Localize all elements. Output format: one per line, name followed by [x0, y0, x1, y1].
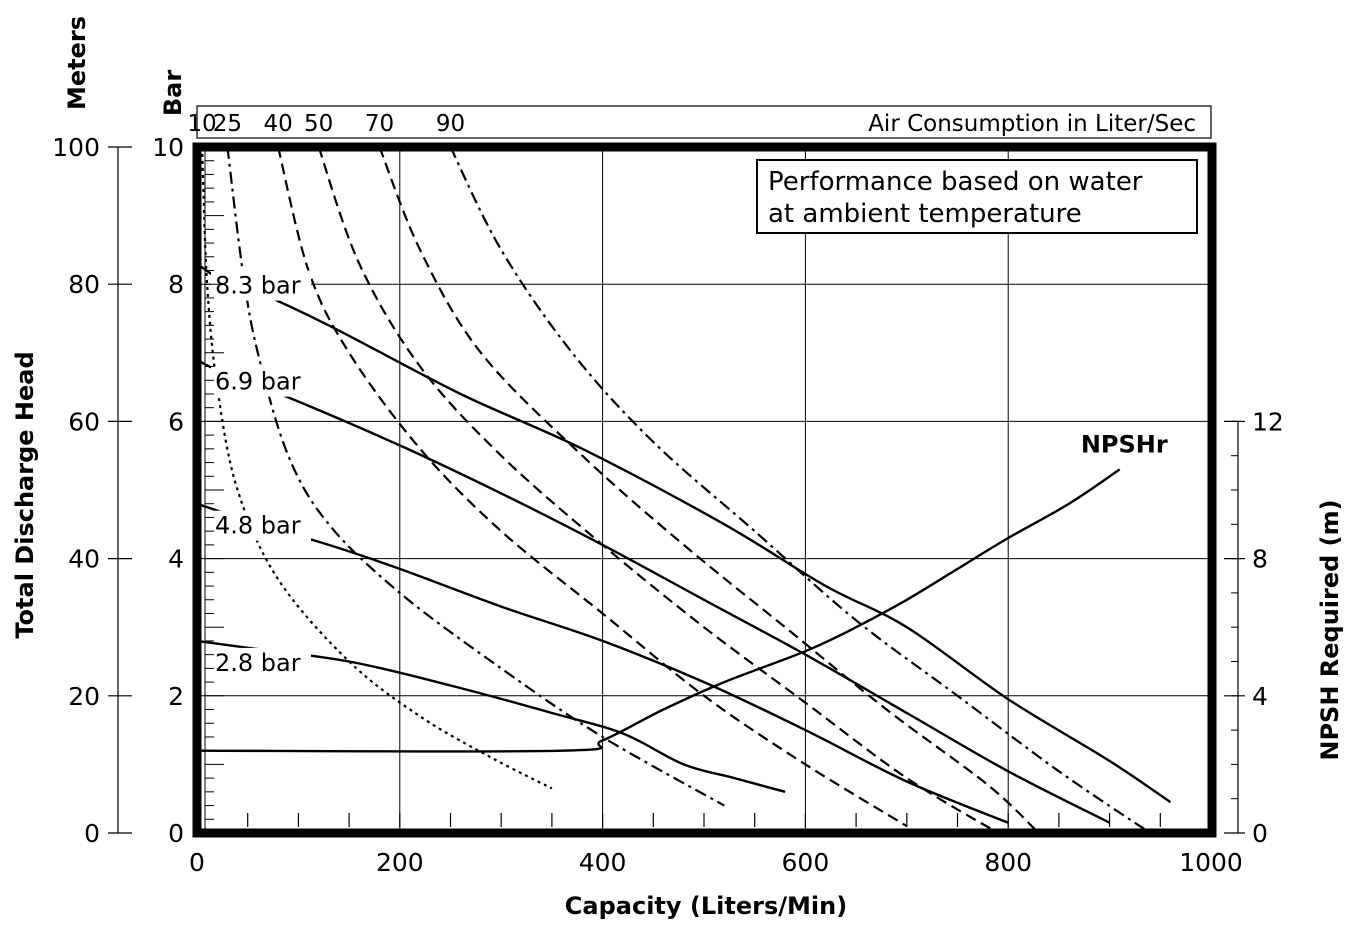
- pressure-label: 6.9 bar: [215, 368, 301, 396]
- bar-tick-label: 8: [168, 270, 184, 299]
- npsh-curve: [196, 468, 1121, 753]
- y-axis-title-left: Total Discharge Head: [11, 351, 39, 638]
- air-label-70: 70: [365, 111, 394, 137]
- y-axis-title-right: NPSH Required (m): [1316, 499, 1344, 760]
- axes: 0 200 400 600 800 100002040608010002468100481…: [52, 133, 1284, 877]
- x-tick-label: 400: [579, 848, 627, 877]
- meters-tick-label: 20: [68, 682, 100, 711]
- pressure-curves: 8.3 bar 6.9 bar 4.8 bar 2.8 bar: [196, 262, 1172, 824]
- pressure-label-bg: [211, 270, 311, 301]
- bar-tick-label: 10: [152, 133, 184, 162]
- plot-frame: [192, 142, 1217, 838]
- y-axis-unit-meters: Meters: [63, 16, 91, 110]
- meters-tick-label: 100: [52, 133, 100, 162]
- x-tick-label: 800: [984, 848, 1032, 877]
- air-label-25: 25: [213, 111, 242, 137]
- air-consumption-title: Air Consumption in Liter/Sec: [868, 111, 1196, 137]
- npsh-tick-label: 8: [1252, 545, 1268, 574]
- x-axis-title: Capacity (Liters/Min): [565, 892, 847, 920]
- air-curve-25: [226, 146, 725, 807]
- meters-tick-label: 80: [68, 270, 100, 299]
- meters-tick-label: 40: [68, 545, 100, 574]
- bar-tick-label: 2: [168, 682, 184, 711]
- x-tick-label: 200: [376, 848, 424, 877]
- air-consumption-box: [196, 105, 1212, 139]
- air-label-10: 10: [187, 111, 216, 137]
- air-curve-10: [201, 146, 553, 790]
- x-tick-label: 1000: [1179, 848, 1243, 877]
- bar-tick-label: 4: [168, 545, 184, 574]
- npsh-tick-label: 4: [1252, 682, 1268, 711]
- bar-tick-label: 0: [168, 819, 184, 848]
- meters-tick-label: 60: [68, 407, 100, 436]
- bar-tick-label: 6: [168, 407, 184, 436]
- meters-tick-label: 0: [84, 819, 100, 848]
- air-label-40: 40: [263, 111, 292, 137]
- npsh-label: NPSHr: [1081, 430, 1168, 458]
- y-axis-unit-bar: Bar: [159, 70, 187, 116]
- air-curve-90: [449, 146, 1151, 834]
- x-tick-label: 0: [189, 848, 205, 877]
- pressure-label-bg: [211, 366, 311, 397]
- pressure-label: 8.3 bar: [215, 272, 301, 300]
- x-tick-label: 600: [782, 848, 830, 877]
- air-label-90: 90: [436, 111, 465, 137]
- note-line-2: at ambient temperature: [768, 199, 1082, 229]
- air-label-50: 50: [304, 111, 333, 137]
- air-curve-40: [277, 146, 908, 828]
- pressure-label: 4.8 bar: [215, 512, 301, 540]
- npsh-tick-label: 12: [1252, 407, 1284, 436]
- pressure-label-bg: [211, 510, 311, 541]
- npsh-tick-label: 0: [1252, 819, 1268, 848]
- npsh-curve-group: NPSHr: [196, 430, 1168, 753]
- pressure-curve: [196, 358, 1111, 824]
- note-line-1: Performance based on water: [768, 167, 1143, 197]
- pressure-label: 2.8 bar: [215, 649, 301, 677]
- note-box: [756, 159, 1198, 234]
- pressure-label-bg: [211, 647, 311, 678]
- air-curve-70: [378, 146, 1040, 834]
